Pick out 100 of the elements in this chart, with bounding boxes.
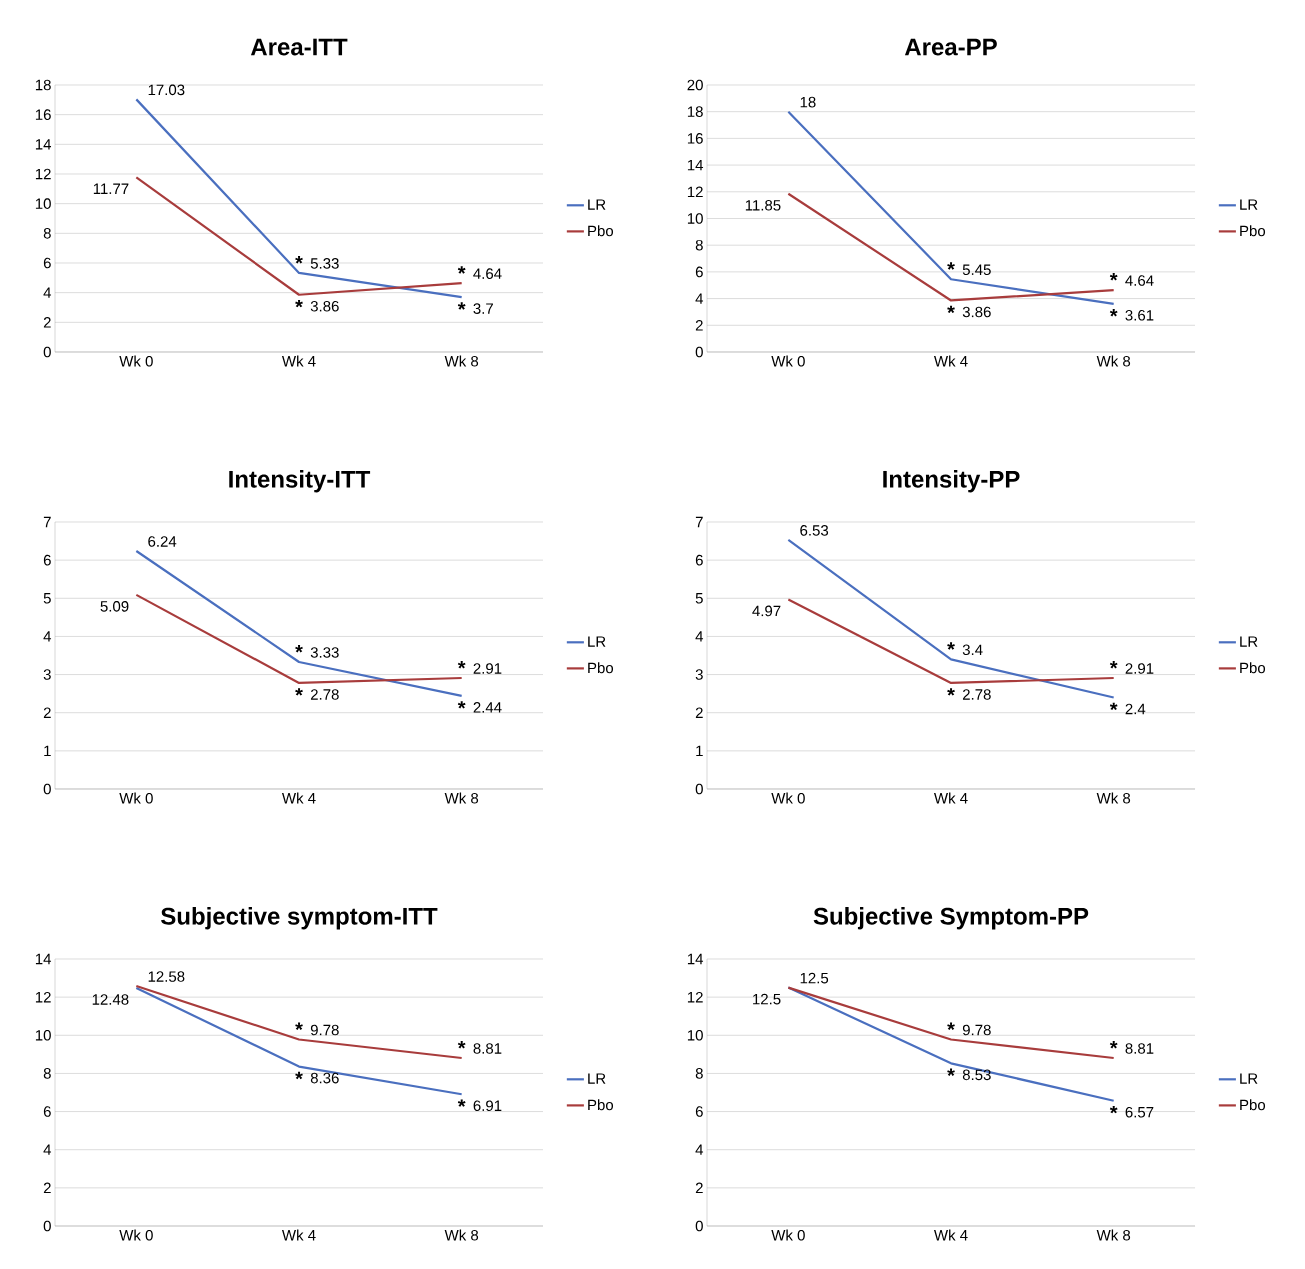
data-label: 6.24 (148, 536, 177, 547)
data-label: 11.77 (93, 183, 129, 194)
data-label: 8.81 (1125, 1043, 1154, 1054)
y-tick-label: 2 (695, 1182, 703, 1194)
y-tick-label: 6 (695, 554, 703, 566)
annotation: * (295, 299, 303, 308)
y-tick-label: 14 (687, 953, 704, 965)
data-label: 2.91 (1125, 663, 1154, 674)
x-tick-label: Wk 4 (933, 355, 968, 367)
chart-title: Intensity-PP (883, 470, 1020, 493)
y-tick-label: 5 (43, 593, 51, 604)
x-tick-label: Wk 4 (933, 792, 968, 804)
chart-title: Area-ITT (250, 38, 348, 56)
data-label: 9.78 (310, 1024, 339, 1036)
x-tick-label: Wk 0 (771, 355, 805, 367)
y-tick-label: 14 (35, 139, 52, 150)
chart-title: Subjective symptom-ITT (161, 907, 438, 930)
chart-title: Subjective Symptom-PP (813, 907, 1089, 930)
y-tick-label: 10 (687, 1029, 703, 1041)
legend-label: Pbo (1240, 1099, 1266, 1111)
data-label: 11.85 (745, 199, 781, 211)
legend-label: Pbo (1240, 662, 1266, 674)
y-tick-label: 1 (696, 745, 703, 757)
y-tick-label: 12 (35, 991, 51, 1003)
y-tick-label: 0 (695, 1220, 703, 1232)
legend-label: LR (588, 1073, 606, 1084)
y-tick-label: 0 (43, 346, 51, 358)
data-label: 2.44 (473, 702, 502, 713)
x-tick-label: Wk 4 (281, 355, 316, 367)
data-label: 8.81 (473, 1043, 502, 1054)
chart-title: Area-PP (904, 38, 997, 56)
y-tick-label: 18 (35, 79, 51, 91)
x-tick-label: Wk 0 (119, 792, 153, 804)
annotation: * (457, 266, 466, 274)
data-label: 8.53 (962, 1069, 991, 1081)
y-tick-label: 3 (695, 669, 703, 680)
annotation: * (1109, 702, 1118, 711)
data-label: 12.5 (800, 972, 829, 984)
annotation: * (1109, 1041, 1118, 1049)
y-tick-label: 12 (687, 991, 703, 1003)
annotation: * (1109, 661, 1118, 669)
legend-label: Pbo (588, 662, 614, 674)
chart-title: Intensity-ITT (229, 470, 371, 493)
y-tick-label: 8 (43, 1068, 51, 1079)
data-label: 2.78 (962, 689, 991, 700)
legend-label: Pbo (1240, 225, 1266, 237)
y-tick-label: 7 (43, 516, 51, 528)
annotation: * (457, 302, 466, 310)
data-label: 5.09 (100, 601, 129, 612)
x-tick-label: Wk 8 (1096, 1229, 1131, 1241)
y-tick-label: 6 (43, 554, 51, 566)
data-label: 3.86 (962, 306, 991, 318)
y-tick-label: 8 (695, 1068, 703, 1079)
data-label: 9.78 (962, 1024, 991, 1036)
annotation: * (295, 688, 303, 696)
y-tick-label: 2 (43, 707, 51, 718)
y-tick-label: 10 (35, 1029, 51, 1041)
y-tick-label: 16 (35, 109, 51, 120)
annotation: * (1109, 273, 1118, 281)
y-tick-label: 5 (695, 593, 703, 604)
data-label: 12.58 (148, 971, 185, 982)
x-tick-label: Wk 0 (119, 355, 153, 367)
y-tick-label: 2 (43, 1182, 51, 1194)
y-tick-label: 0 (43, 1220, 51, 1232)
x-tick-label: Wk 8 (444, 792, 479, 804)
legend-label: LR (1240, 1073, 1258, 1084)
x-tick-label: Wk 4 (933, 1229, 968, 1241)
legend-label: LR (1240, 199, 1258, 210)
y-tick-label: 2 (695, 320, 703, 331)
y-tick-label: 14 (35, 953, 52, 965)
data-label: 6.53 (800, 525, 829, 536)
x-tick-label: Wk 0 (119, 1229, 153, 1241)
y-tick-label: 6 (43, 1106, 51, 1117)
legend-label: LR (588, 199, 606, 210)
y-tick-label: 4 (43, 631, 52, 642)
y-tick-label: 16 (687, 133, 703, 144)
data-label: 3.86 (310, 300, 339, 312)
annotation: * (457, 1099, 466, 1107)
y-tick-label: 2 (695, 707, 703, 718)
data-label: 18 (800, 96, 816, 108)
data-label: 6.57 (1125, 1106, 1154, 1118)
data-label: 3.4 (962, 644, 983, 656)
data-label: 4.64 (473, 268, 502, 279)
annotation: * (947, 1022, 955, 1030)
legend-label: Pbo (588, 1099, 614, 1111)
y-tick-label: 18 (687, 106, 703, 117)
y-tick-label: 7 (695, 516, 703, 528)
y-tick-label: 6 (695, 1106, 703, 1117)
y-tick-label: 10 (35, 198, 51, 209)
y-tick-label: 6 (43, 257, 51, 269)
y-tick-label: 4 (43, 287, 52, 298)
y-tick-label: 12 (35, 168, 51, 180)
data-label: 2.78 (310, 689, 339, 700)
x-tick-label: Wk 8 (444, 1229, 479, 1241)
annotation: * (295, 1022, 303, 1030)
y-tick-label: 4 (695, 631, 704, 642)
annotation: * (947, 688, 955, 696)
x-tick-label: Wk 0 (771, 792, 805, 804)
y-tick-label: 20 (687, 79, 703, 91)
data-label: 5.33 (310, 258, 339, 269)
